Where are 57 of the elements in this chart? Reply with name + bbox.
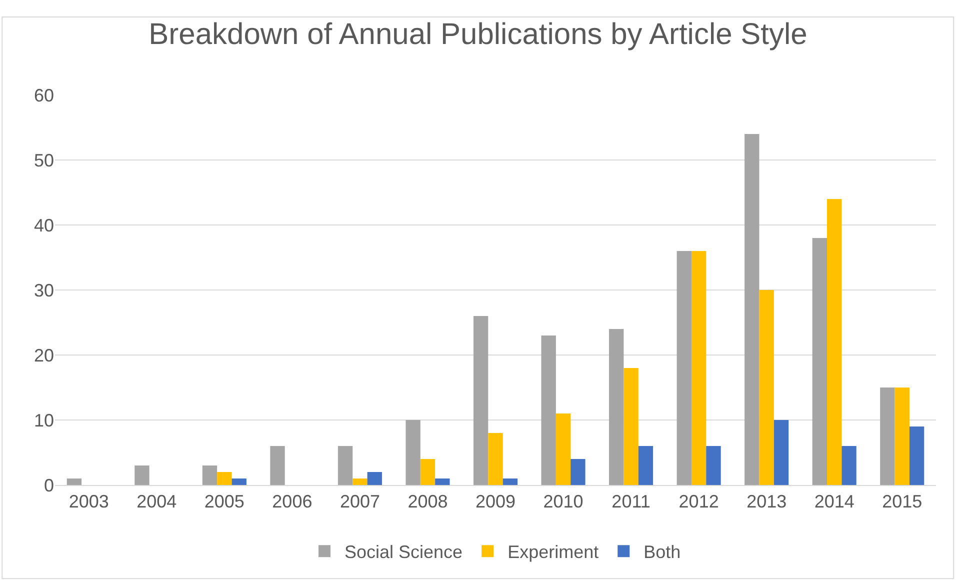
y-tick-label: 0 bbox=[44, 475, 54, 496]
bar bbox=[638, 446, 654, 485]
bar bbox=[541, 336, 556, 485]
y-tick-label: 30 bbox=[34, 280, 54, 300]
y-tick-label: 20 bbox=[34, 345, 54, 366]
x-tick-label: 2012 bbox=[678, 492, 719, 512]
bar bbox=[202, 466, 218, 485]
bar bbox=[676, 251, 692, 485]
bar bbox=[473, 316, 488, 485]
legend-label: Social Science bbox=[344, 542, 463, 562]
x-tick-label: 2006 bbox=[272, 492, 312, 512]
bar bbox=[502, 478, 518, 485]
x-tick-label: 2007 bbox=[340, 492, 380, 512]
y-tick-label: 60 bbox=[34, 85, 54, 106]
y-tick-label: 10 bbox=[34, 410, 54, 430]
bar bbox=[367, 472, 382, 485]
bar bbox=[488, 433, 503, 485]
bar bbox=[556, 414, 571, 485]
chart-title: Breakdown of Annual Publications by Article Style bbox=[148, 18, 808, 52]
bar bbox=[880, 388, 895, 485]
bar bbox=[338, 446, 353, 485]
x-tick-label: 2013 bbox=[746, 492, 787, 512]
bar bbox=[435, 478, 450, 485]
x-tick-label: 2008 bbox=[408, 492, 448, 512]
legend-label: Both bbox=[644, 542, 681, 562]
x-tick-label: 2010 bbox=[543, 492, 584, 512]
x-tick-label: 2005 bbox=[204, 492, 244, 512]
bar bbox=[691, 251, 706, 485]
x-tick-label: 2003 bbox=[68, 492, 109, 512]
bar bbox=[774, 420, 789, 485]
bar bbox=[420, 459, 436, 485]
bar bbox=[909, 426, 924, 485]
bar bbox=[706, 446, 721, 485]
bar bbox=[759, 290, 774, 485]
bar bbox=[352, 478, 368, 485]
bar bbox=[270, 446, 285, 485]
x-tick-label: 2004 bbox=[136, 492, 177, 512]
bar bbox=[624, 368, 638, 485]
y-tick-label: 40 bbox=[34, 215, 54, 236]
bar bbox=[894, 388, 910, 485]
bar bbox=[842, 446, 856, 485]
bar bbox=[134, 466, 150, 485]
x-tick-label: 2009 bbox=[475, 492, 516, 512]
bar bbox=[812, 238, 827, 485]
x-tick-label: 2014 bbox=[814, 492, 854, 512]
bar bbox=[406, 420, 420, 485]
bar bbox=[570, 459, 586, 485]
x-tick-label: 2015 bbox=[882, 492, 922, 512]
bar bbox=[232, 478, 246, 485]
bar bbox=[217, 472, 232, 485]
bar bbox=[66, 478, 82, 485]
bar bbox=[827, 199, 842, 485]
x-tick-label: 2011 bbox=[612, 492, 650, 512]
bar bbox=[744, 134, 760, 485]
bar bbox=[609, 329, 624, 485]
legend-label: Experiment bbox=[508, 542, 599, 562]
y-tick-label: 50 bbox=[34, 150, 54, 170]
